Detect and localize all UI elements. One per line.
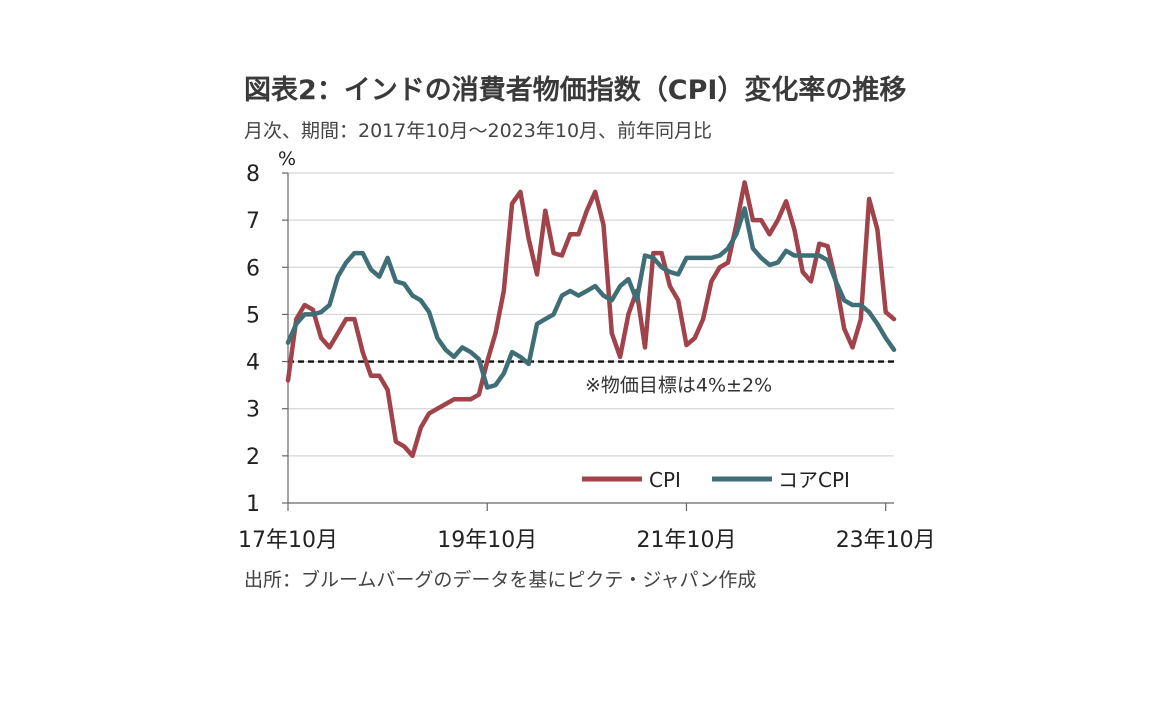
y-tick-label: 8 [246, 162, 260, 187]
chart-title: 図表2：インドの消費者物価指数（CPI）変化率の推移 [244, 75, 907, 106]
y-tick-label: 4 [246, 351, 260, 376]
chart-subtitle: 月次、期間：2017年10月～2023年10月、前年同月比 [244, 120, 713, 142]
series-lines [285, 180, 897, 459]
y-tick-label: 7 [246, 209, 260, 234]
x-tick-label: 21年10月 [636, 528, 736, 553]
y-tick-label: 6 [246, 256, 260, 281]
x-tick-labels: 17年10月 19年10月 21年10月 23年10月 [238, 503, 936, 553]
series-line-core-cpi [285, 206, 897, 390]
source-note: 出所：ブルームバーグのデータを基にピクテ・ジャパン作成 [244, 569, 757, 591]
x-tick-label: 17年10月 [238, 528, 338, 553]
target-note: ※物価目標は4%±2% [585, 375, 772, 397]
y-tick-label: 3 [246, 398, 260, 423]
series-line-cpi [285, 180, 897, 459]
legend-label: CPI [649, 468, 681, 492]
x-tick-label: 19年10月 [437, 528, 537, 553]
y-tick-label: 1 [246, 492, 260, 517]
y-unit-label: % [278, 148, 296, 170]
legend-label: コアCPI [778, 468, 850, 492]
y-tick-labels: 1 2 3 4 5 6 7 8 [246, 162, 260, 517]
y-tick-label: 2 [246, 445, 260, 470]
x-tick-label: 23年10月 [836, 528, 936, 553]
legend: CPI コアCPI [582, 468, 850, 492]
grid-lines [282, 172, 894, 504]
axes [287, 173, 894, 504]
y-tick-label: 5 [246, 303, 260, 328]
target-reference: ※物価目標は4%±2% [288, 360, 894, 397]
